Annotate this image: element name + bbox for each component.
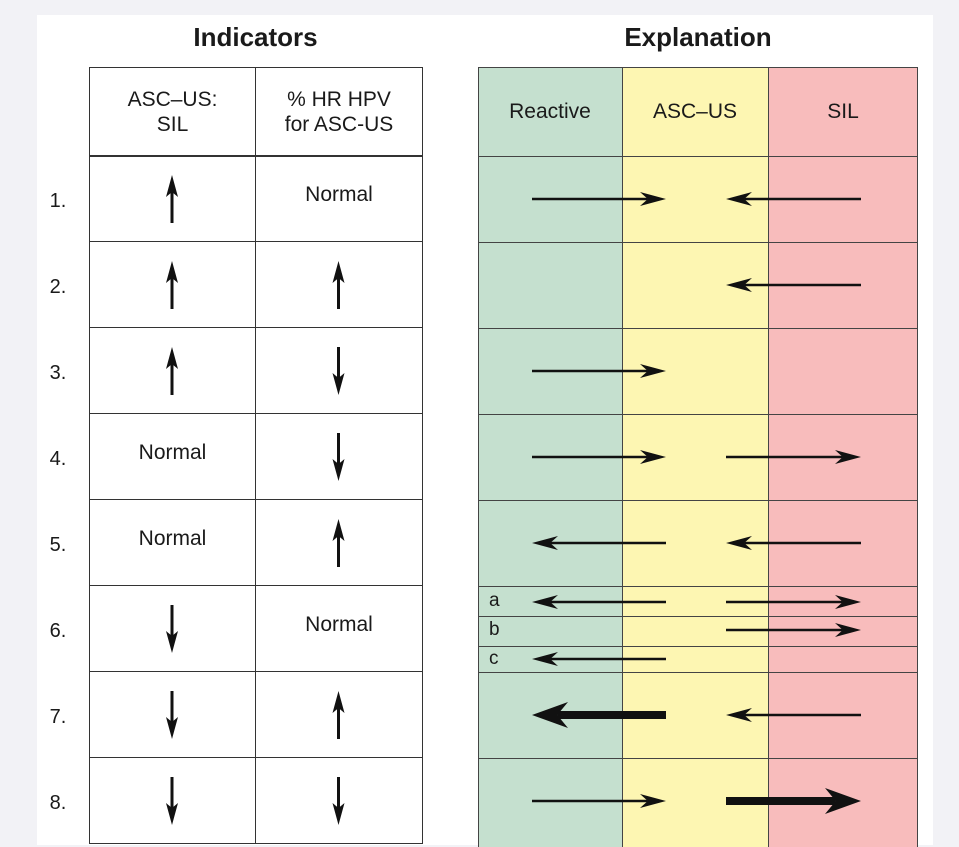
arrow-ascus-to-reactive-icon: [532, 595, 666, 609]
arrow-sil-to-ascus-icon: [726, 536, 861, 550]
row-number: 2.: [49, 276, 67, 298]
arrow-sil-to-ascus-icon: [726, 708, 861, 722]
row-number: 7.: [49, 706, 67, 728]
explanation-title: Explanation: [624, 22, 772, 52]
normal-label: Normal: [305, 183, 373, 206]
row-number: 4.: [49, 448, 67, 470]
row-divider: [478, 646, 918, 647]
column-header: ASC–US: SIL: [89, 67, 256, 157]
row-divider: [478, 500, 918, 501]
row-divider: [478, 586, 918, 587]
arrow-up-icon: [332, 261, 345, 309]
row-divider: [478, 414, 918, 415]
row-divider: [478, 328, 918, 329]
normal-label: Normal: [305, 613, 373, 636]
arrow-down-icon: [332, 347, 345, 395]
arrow-ascus-to-sil-icon: [726, 623, 861, 637]
arrow-reactive-to-ascus-icon: [532, 450, 666, 464]
normal-label: Normal: [138, 441, 207, 464]
row-divider: [478, 616, 918, 617]
zone-label: ASC–US: [652, 99, 738, 123]
row-divider: [478, 758, 918, 759]
sub-row-label: b: [489, 619, 500, 640]
arrow-sil-to-ascus-icon: [726, 192, 861, 206]
arrow-up-icon: [166, 261, 178, 309]
row-divider: [478, 242, 918, 243]
row-divider: [478, 67, 918, 68]
arrow-sil-to-ascus-icon: [726, 278, 861, 292]
row-number: 8.: [49, 792, 67, 814]
zone-label: Reactive: [509, 99, 591, 123]
row-number: 5.: [49, 534, 67, 556]
arrow-reactive-to-ascus-icon: [532, 364, 666, 378]
row-divider: [478, 156, 918, 157]
arrow-ascus-to-sil-bold-icon: [726, 788, 861, 814]
indicators-title: Indicators: [193, 22, 318, 52]
column-header: % HR HPV for ASC-US: [255, 67, 423, 157]
row-divider: [478, 672, 918, 673]
zone-label: SIL: [827, 99, 859, 123]
arrow-up-icon: [166, 347, 178, 395]
arrow-ascus-to-sil-icon: [726, 450, 861, 464]
arrow-up-icon: [332, 519, 345, 567]
sub-row-label: a: [489, 590, 500, 611]
arrow-down-icon: [166, 777, 178, 825]
row-number: 6.: [49, 620, 67, 642]
arrow-down-icon: [332, 777, 345, 825]
arrow-down-icon: [332, 433, 345, 481]
arrow-ascus-to-reactive-icon: [532, 536, 666, 550]
arrow-reactive-to-ascus-icon: [532, 192, 666, 206]
row-number: 1.: [49, 190, 67, 212]
arrow-reactive-to-ascus-icon: [532, 794, 666, 808]
table-border: [917, 67, 918, 847]
normal-label: Normal: [138, 527, 207, 550]
arrow-up-icon: [332, 691, 345, 739]
arrow-down-icon: [166, 605, 178, 653]
arrow-down-icon: [166, 691, 178, 739]
row-number: 3.: [49, 362, 67, 384]
arrow-ascus-to-sil-icon: [726, 595, 861, 609]
sub-row-label: c: [489, 648, 499, 669]
arrow-up-icon: [166, 175, 178, 223]
arrow-ascus-to-reactive-bold-icon: [532, 702, 666, 728]
arrow-ascus-to-reactive-icon: [532, 652, 666, 666]
